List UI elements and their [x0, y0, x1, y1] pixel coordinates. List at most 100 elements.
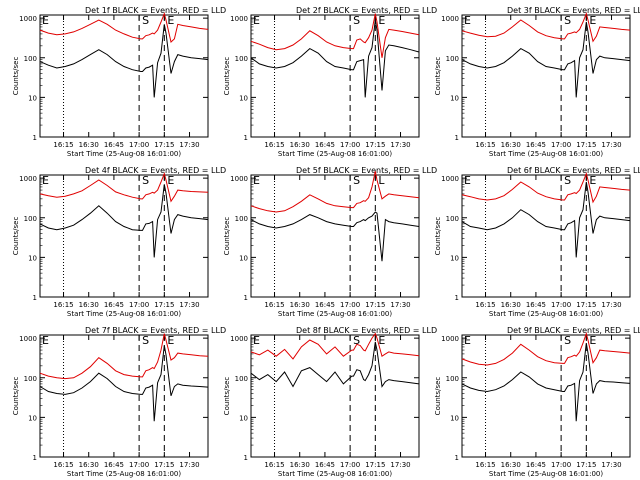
- y-tick-label: 1: [33, 134, 37, 142]
- x-tick-label: 16:15: [264, 141, 284, 149]
- x-tick-label: 16:30: [501, 141, 521, 149]
- y-tick-label: 1: [33, 294, 37, 302]
- x-tick-label: 16:30: [290, 301, 310, 309]
- y-tick-label: 100: [235, 55, 248, 63]
- series-line-lld: [250, 171, 420, 213]
- x-tick-label: 17:30: [179, 461, 199, 469]
- panel-title: Det 6f BLACK = Events, RED = LLD: [507, 166, 640, 175]
- x-tick-label: 17:30: [390, 141, 410, 149]
- series-line-lld: [461, 171, 631, 204]
- x-tick-label: 17:00: [129, 461, 149, 469]
- panel-det-7: Det 7f BLACK = Events, RED = LLD 1 10 100 10…: [12, 326, 226, 478]
- panel-det-5: Det 5f BLACK = Events, RED = LLD 1 10 100 10…: [223, 166, 437, 318]
- series-line-events: [39, 24, 209, 98]
- x-tick-label: 16:45: [526, 301, 546, 309]
- y-tick-label: 1000: [441, 15, 459, 23]
- x-tick-label: 17:15: [154, 141, 174, 149]
- marker-s: S: [142, 174, 149, 187]
- y-tick-label: 1: [244, 294, 248, 302]
- y-tick-label: 1000: [230, 175, 248, 183]
- y-tick-label: 10: [239, 94, 248, 102]
- x-tick-label: 16:30: [501, 301, 521, 309]
- x-tick-label: 17:30: [390, 461, 410, 469]
- x-axis-label: Start Time (25-Aug-08 16:01:00): [278, 150, 392, 158]
- series-line-lld: [39, 171, 209, 203]
- plot-frame: [461, 334, 631, 458]
- series-line-lld: [250, 13, 420, 58]
- x-tick-label: 16:15: [53, 301, 73, 309]
- series-line-lld: [250, 332, 420, 360]
- marker-e-left: E: [253, 334, 260, 347]
- x-tick-label: 16:45: [315, 301, 335, 309]
- y-tick-label: 1000: [19, 15, 37, 23]
- y-axis-label: Counts/sec: [12, 377, 20, 416]
- x-tick-label: 16:30: [79, 301, 99, 309]
- x-tick-label: 17:15: [576, 461, 596, 469]
- marker-e-right: E: [167, 14, 174, 27]
- marker-e-right: L: [378, 174, 385, 187]
- plot-frame: [250, 14, 420, 138]
- marker-e-left: E: [253, 14, 260, 27]
- y-tick-label: 1000: [19, 175, 37, 183]
- x-axis-label: Start Time (25-Aug-08 16:01:00): [278, 470, 392, 478]
- y-tick-label: 1: [455, 134, 459, 142]
- marker-e-left: E: [464, 14, 471, 27]
- x-axis-label: Start Time (25-Aug-08 16:01:00): [67, 470, 181, 478]
- x-tick-label: 17:00: [340, 141, 360, 149]
- y-tick-label: 10: [450, 254, 459, 262]
- x-tick-label: 16:15: [53, 141, 73, 149]
- x-tick-label: 17:30: [601, 301, 621, 309]
- y-axis-label: Counts/sec: [223, 57, 231, 96]
- marker-e-right: E: [589, 334, 596, 347]
- x-axis-label: Start Time (25-Aug-08 16:01:00): [489, 470, 603, 478]
- panel-title: Det 5f BLACK = Events, RED = LLD: [296, 166, 437, 175]
- y-tick-label: 1: [244, 454, 248, 462]
- x-tick-label: 16:45: [104, 141, 124, 149]
- marker-e-right: E: [589, 174, 596, 187]
- x-tick-label: 16:45: [104, 301, 124, 309]
- y-tick-label: 1: [455, 454, 459, 462]
- x-tick-label: 16:15: [475, 301, 495, 309]
- x-tick-label: 17:30: [601, 141, 621, 149]
- x-tick-label: 17:00: [551, 461, 571, 469]
- x-tick-label: 17:00: [551, 141, 571, 149]
- y-tick-label: 1000: [441, 175, 459, 183]
- x-tick-label: 16:15: [475, 461, 495, 469]
- y-tick-label: 100: [235, 215, 248, 223]
- y-tick-label: 100: [446, 375, 459, 383]
- series-line-events: [39, 345, 209, 422]
- marker-e-right: E: [167, 174, 174, 187]
- x-tick-label: 17:15: [365, 301, 385, 309]
- marker-e-left: E: [42, 334, 49, 347]
- plot-frame: [250, 174, 420, 298]
- series-line-events: [461, 21, 631, 98]
- x-tick-label: 16:15: [53, 461, 73, 469]
- x-tick-label: 17:30: [601, 461, 621, 469]
- y-tick-label: 100: [24, 215, 37, 223]
- marker-s: S: [564, 14, 571, 27]
- x-tick-label: 16:45: [315, 461, 335, 469]
- series-line-events: [250, 211, 420, 262]
- x-tick-label: 16:15: [264, 461, 284, 469]
- panel-title: Det 7f BLACK = Events, RED = LLD: [85, 326, 226, 335]
- y-tick-label: 10: [239, 414, 248, 422]
- series-line-events: [250, 19, 420, 98]
- x-axis-label: Start Time (25-Aug-08 16:01:00): [67, 150, 181, 158]
- panel-det-2: Det 2f BLACK = Events, RED = LLD 1 10 100 10…: [223, 6, 437, 158]
- y-tick-label: 1000: [230, 335, 248, 343]
- panel-det-6: Det 6f BLACK = Events, RED = LLD 1 10 100 10…: [434, 166, 640, 318]
- x-axis-label: Start Time (25-Aug-08 16:01:00): [489, 310, 603, 318]
- marker-e-right: E: [378, 14, 385, 27]
- plot-frame: [39, 174, 209, 298]
- series-line-events: [39, 184, 209, 258]
- y-tick-label: 100: [24, 375, 37, 383]
- plot-frame: [250, 334, 420, 458]
- y-tick-label: 10: [450, 94, 459, 102]
- x-tick-label: 17:15: [576, 301, 596, 309]
- x-axis-label: Start Time (25-Aug-08 16:01:00): [278, 310, 392, 318]
- x-axis-label: Start Time (25-Aug-08 16:01:00): [489, 150, 603, 158]
- marker-s: S: [142, 14, 149, 27]
- marker-e-left: E: [464, 174, 471, 187]
- marker-e-right: E: [167, 334, 174, 347]
